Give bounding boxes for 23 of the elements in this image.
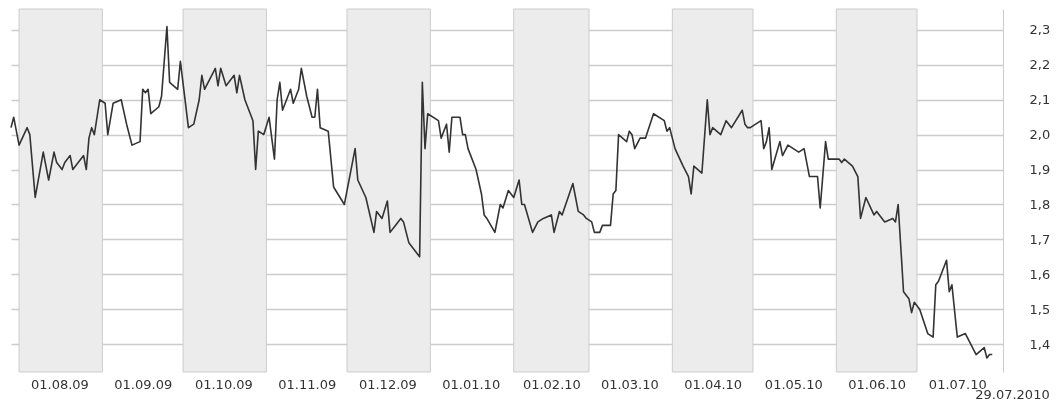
x-tick-label: 01.11.09: [278, 376, 337, 392]
y-tick-label: 2,0: [1029, 127, 1051, 143]
y-tick-label: 1,7: [1029, 231, 1051, 247]
y-tick-label: 1,8: [1029, 196, 1051, 212]
y-tick-label: 2,3: [1029, 22, 1051, 38]
x-tick-label: 01.01.10: [442, 376, 501, 392]
y-tick-label: 2,1: [1029, 92, 1051, 108]
y-tick-label: 1,9: [1029, 162, 1051, 178]
y-tick-label: 1,4: [1029, 336, 1051, 352]
line-series: [10, 25, 994, 359]
x-tick-label: 01.04.10: [684, 376, 743, 392]
x-tick-label: 01.05.10: [764, 376, 823, 392]
x-tick-label: 01.10.09: [194, 376, 253, 392]
y-tick-label: 1,6: [1029, 266, 1051, 282]
x-tick-label: 01.09.09: [114, 376, 173, 392]
text: 29.07.2010: [975, 387, 1050, 402]
x-tick-label: 01.03.10: [600, 376, 659, 392]
x-tick-label: 01.06.10: [848, 376, 907, 392]
x-tick-label: 01.12.09: [358, 376, 417, 392]
y-tick-label: 2,2: [1029, 57, 1051, 73]
y-tick-label: 1,5: [1029, 301, 1051, 317]
x-tick-label: 01.08.09: [30, 376, 89, 392]
x-tick-label: 01.02.10: [522, 376, 581, 392]
